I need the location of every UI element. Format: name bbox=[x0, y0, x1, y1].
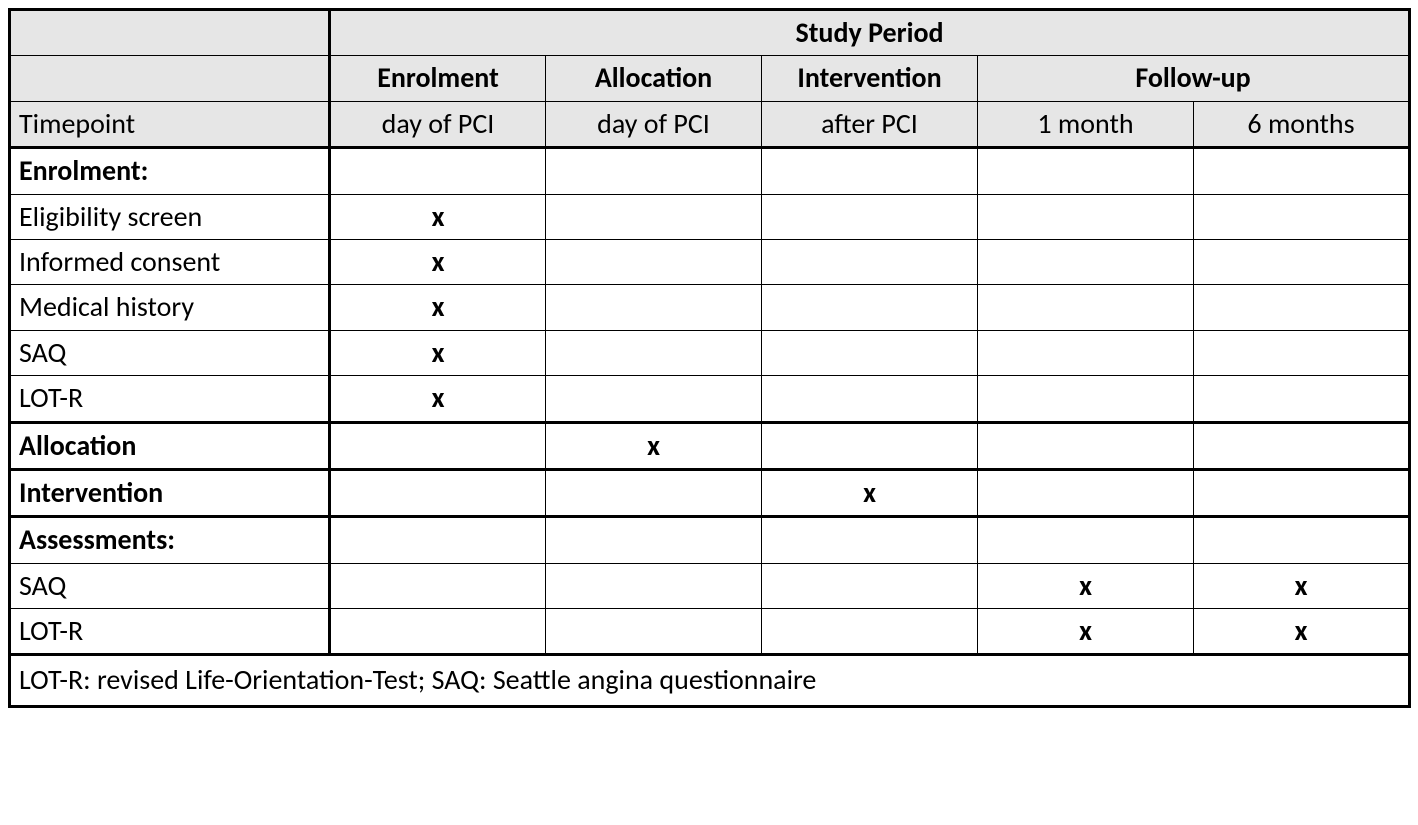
timepoint-allocation: day of PCI bbox=[546, 101, 762, 147]
consent-c5 bbox=[1194, 239, 1410, 284]
consent-c4 bbox=[978, 239, 1194, 284]
lotr2-c1 bbox=[330, 609, 546, 655]
row-saq-enrolment: SAQ x bbox=[10, 330, 1410, 375]
lotr2-c2 bbox=[546, 609, 762, 655]
row-saq-assessments: SAQ x x bbox=[10, 563, 1410, 608]
spirit-schedule-table: Study Period Enrolment Allocation Interv… bbox=[8, 8, 1411, 708]
row-lotr-assessments: LOT-R x x bbox=[10, 609, 1410, 655]
allocation-heading: Allocation bbox=[10, 422, 330, 469]
timepoint-label: Timepoint bbox=[10, 101, 330, 147]
header-row-phases: Enrolment Allocation Intervention Follow… bbox=[10, 56, 1410, 101]
study-period-header: Study Period bbox=[330, 10, 1410, 56]
allocation-c3 bbox=[762, 422, 978, 469]
saq1-c1: x bbox=[330, 330, 546, 375]
saq2-c2 bbox=[546, 563, 762, 608]
saq2-c5: x bbox=[1194, 563, 1410, 608]
eligibility-c3 bbox=[762, 194, 978, 239]
lotr1-c1: x bbox=[330, 376, 546, 422]
eligibility-c4 bbox=[978, 194, 1194, 239]
header-row-1: Study Period bbox=[10, 10, 1410, 56]
history-c2 bbox=[546, 285, 762, 330]
history-c3 bbox=[762, 285, 978, 330]
consent-c3 bbox=[762, 239, 978, 284]
saq2-label: SAQ bbox=[10, 563, 330, 608]
timepoint-followup-1: 1 month bbox=[978, 101, 1194, 147]
eligibility-c5 bbox=[1194, 194, 1410, 239]
row-enrolment-heading: Enrolment: bbox=[10, 148, 1410, 194]
lotr2-label: LOT-R bbox=[10, 609, 330, 655]
lotr2-c4: x bbox=[978, 609, 1194, 655]
row-allocation: Allocation x bbox=[10, 422, 1410, 469]
timepoint-intervention: after PCI bbox=[762, 101, 978, 147]
cell-blank bbox=[330, 517, 546, 563]
lotr1-c4 bbox=[978, 376, 1194, 422]
row-consent: Informed consent x bbox=[10, 239, 1410, 284]
lotr2-c3 bbox=[762, 609, 978, 655]
timepoint-enrolment: day of PCI bbox=[330, 101, 546, 147]
saq1-c3 bbox=[762, 330, 978, 375]
phase-followup: Follow-up bbox=[978, 56, 1410, 101]
intervention-c4 bbox=[978, 469, 1194, 516]
cell-blank bbox=[1194, 148, 1410, 194]
row-eligibility: Eligibility screen x bbox=[10, 194, 1410, 239]
cell-blank bbox=[330, 148, 546, 194]
row-intervention: Intervention x bbox=[10, 469, 1410, 516]
intervention-heading: Intervention bbox=[10, 469, 330, 516]
allocation-c5 bbox=[1194, 422, 1410, 469]
phase-intervention: Intervention bbox=[762, 56, 978, 101]
row-footnote: LOT-R: revised Life-Orientation-Test; SA… bbox=[10, 655, 1410, 706]
consent-c1: x bbox=[330, 239, 546, 284]
phase-allocation: Allocation bbox=[546, 56, 762, 101]
history-c4 bbox=[978, 285, 1194, 330]
header-empty-top-left bbox=[10, 10, 330, 56]
saq1-c5 bbox=[1194, 330, 1410, 375]
header-row-timepoints: Timepoint day of PCI day of PCI after PC… bbox=[10, 101, 1410, 147]
eligibility-c1: x bbox=[330, 194, 546, 239]
cell-blank bbox=[978, 148, 1194, 194]
timepoint-followup-2: 6 months bbox=[1194, 101, 1410, 147]
intervention-c5 bbox=[1194, 469, 1410, 516]
phase-enrolment: Enrolment bbox=[330, 56, 546, 101]
cell-blank bbox=[978, 517, 1194, 563]
eligibility-c2 bbox=[546, 194, 762, 239]
lotr1-label: LOT-R bbox=[10, 376, 330, 422]
history-c1: x bbox=[330, 285, 546, 330]
eligibility-label: Eligibility screen bbox=[10, 194, 330, 239]
cell-blank bbox=[762, 517, 978, 563]
saq1-label: SAQ bbox=[10, 330, 330, 375]
lotr1-c2 bbox=[546, 376, 762, 422]
header-empty-2 bbox=[10, 56, 330, 101]
saq2-c1 bbox=[330, 563, 546, 608]
row-history: Medical history x bbox=[10, 285, 1410, 330]
cell-blank bbox=[546, 517, 762, 563]
intervention-c2 bbox=[546, 469, 762, 516]
saq1-c4 bbox=[978, 330, 1194, 375]
cell-blank bbox=[1194, 517, 1410, 563]
history-label: Medical history bbox=[10, 285, 330, 330]
intervention-c3: x bbox=[762, 469, 978, 516]
lotr2-c5: x bbox=[1194, 609, 1410, 655]
cell-blank bbox=[762, 148, 978, 194]
history-c5 bbox=[1194, 285, 1410, 330]
intervention-c1 bbox=[330, 469, 546, 516]
row-lotr-enrolment: LOT-R x bbox=[10, 376, 1410, 422]
saq1-c2 bbox=[546, 330, 762, 375]
consent-label: Informed consent bbox=[10, 239, 330, 284]
saq2-c4: x bbox=[978, 563, 1194, 608]
consent-c2 bbox=[546, 239, 762, 284]
allocation-c2: x bbox=[546, 422, 762, 469]
assessments-heading: Assessments: bbox=[10, 517, 330, 563]
footnote-text: LOT-R: revised Life-Orientation-Test; SA… bbox=[10, 655, 1410, 706]
allocation-c4 bbox=[978, 422, 1194, 469]
row-assessments-heading: Assessments: bbox=[10, 517, 1410, 563]
allocation-c1 bbox=[330, 422, 546, 469]
cell-blank bbox=[546, 148, 762, 194]
lotr1-c5 bbox=[1194, 376, 1410, 422]
enrolment-heading: Enrolment: bbox=[10, 148, 330, 194]
lotr1-c3 bbox=[762, 376, 978, 422]
saq2-c3 bbox=[762, 563, 978, 608]
